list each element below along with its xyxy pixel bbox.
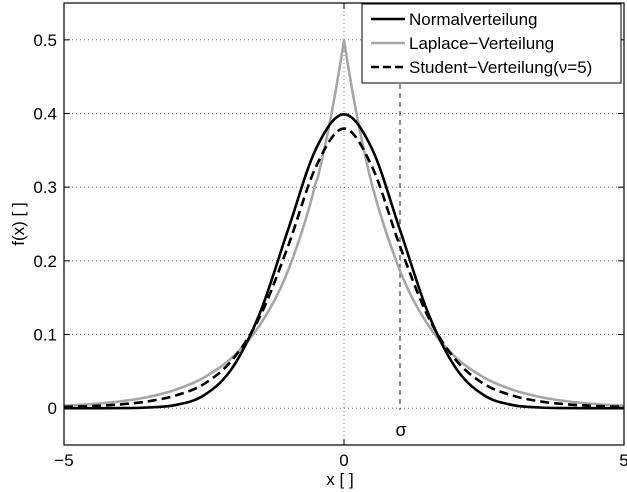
x-axis-label: x [ ] bbox=[326, 470, 353, 489]
xtick-label-2: 5 bbox=[619, 451, 627, 470]
ytick-label-0: 0 bbox=[48, 399, 57, 418]
legend: Normalverteilung Laplace−Verteilung Studen… bbox=[361, 3, 622, 84]
xtick-label-1: 0 bbox=[339, 451, 348, 470]
axis-labels: x [ ] f(x) [ ] bbox=[9, 202, 354, 489]
ticks: 0 0.1 0.2 0.3 0.4 0.5 −5 0 5 bbox=[33, 3, 627, 470]
series-line-0 bbox=[64, 113, 624, 410]
ytick-label-5: 0.5 bbox=[33, 31, 57, 50]
series-line-1 bbox=[64, 38, 624, 407]
legend-label-1: Laplace−Verteilung bbox=[409, 34, 554, 53]
legend-label-0: Normalverteilung bbox=[409, 10, 538, 29]
xtick-label-0: −5 bbox=[54, 451, 73, 470]
ytick-label-1: 0.1 bbox=[33, 326, 57, 345]
legend-box bbox=[361, 3, 622, 84]
legend-label-2: Student−Verteilung(ν=5) bbox=[409, 58, 592, 77]
sigma-label-0: σ bbox=[395, 420, 406, 440]
series-group bbox=[64, 38, 624, 410]
series-line-2 bbox=[64, 127, 624, 409]
y-axis-label: f(x) [ ] bbox=[9, 202, 28, 245]
ytick-label-3: 0.3 bbox=[33, 178, 57, 197]
ytick-label-2: 0.2 bbox=[33, 252, 57, 271]
ytick-label-4: 0.4 bbox=[33, 105, 57, 124]
